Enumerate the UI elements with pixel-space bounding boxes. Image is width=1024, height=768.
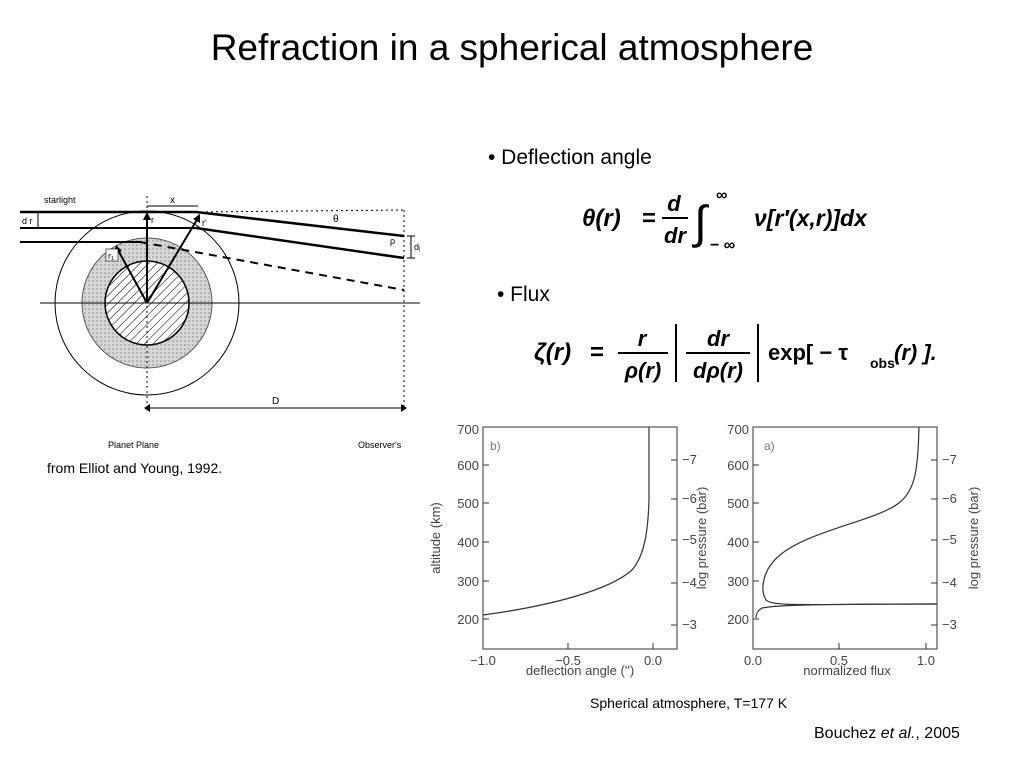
normalized-flux-plot: 200 300 400 500 600 700 −7 −6 −5 −4 −3 0…: [727, 422, 981, 678]
right-plot-frame: [752, 426, 938, 650]
planet-plane-label: Planet Plane: [108, 440, 159, 450]
citation-year: , 2005: [915, 725, 960, 742]
right-xtick-05: 0.5: [830, 653, 848, 668]
r-prime-label: r': [202, 218, 207, 228]
citation: Bouchez et al., 2005: [814, 724, 960, 744]
left-ytick-700: 700: [457, 422, 479, 437]
eq2-equals: =: [590, 339, 604, 366]
dr-label: d r: [22, 216, 33, 226]
radius-r-prime-arrowhead: [193, 214, 200, 223]
left-xtick-0: 0.0: [644, 653, 662, 668]
left-y2tick-m7: −7: [682, 452, 697, 467]
right-y2tick-m7: −7: [942, 452, 957, 467]
r-label: r: [151, 215, 154, 225]
right-ytick-400: 400: [727, 535, 749, 550]
right-ytick-600: 600: [727, 458, 749, 473]
right-y2tick-m6: −6: [942, 491, 957, 506]
citation-authors: Bouchez: [814, 725, 881, 742]
left-ytick-400: 400: [457, 535, 479, 550]
deflection-angle-plot: 200 300 400 500 600 700 −7 −6 −5 −4 −3 −…: [428, 422, 709, 678]
deflected-ray-dashed: [139, 241, 405, 291]
right-xlabel: normalized flux: [803, 663, 891, 678]
left-xlabel: deflection angle (''): [526, 663, 634, 678]
eq1-equals: =: [642, 205, 656, 232]
slide-title: Refraction in a spherical atmosphere: [210, 27, 814, 68]
eq1-integrand: ν[r′(x,r)]dx: [754, 205, 868, 231]
left-ytick-200: 200: [457, 612, 479, 627]
eq2-numerator-1: r: [638, 326, 648, 351]
right-xtick-0: 0.0: [744, 653, 762, 668]
theta-label: θ: [333, 214, 339, 225]
eq2-denominator-1: ρ(r): [624, 358, 662, 383]
deflection-curve: [482, 427, 650, 616]
right-y2tick-m4: −4: [942, 575, 957, 590]
eq2-lhs: ζ(r): [534, 339, 571, 366]
drho-label: dρ: [414, 242, 420, 252]
right-ytick-200: 200: [727, 612, 749, 627]
right-y2tick-m5: −5: [942, 532, 957, 547]
eq1-lhs: θ(r): [582, 205, 621, 232]
left-y2tick-m4: −4: [682, 575, 697, 590]
left-ytick-500: 500: [457, 496, 479, 511]
eq2-tail: (r) ].: [894, 340, 937, 365]
starlight-label: starlight: [44, 195, 76, 205]
undeflected-dotted-ray: [195, 209, 405, 213]
left-ytick-600: 600: [457, 458, 479, 473]
left-ytick-300: 300: [457, 574, 479, 589]
left-ylabel: altitude (km): [428, 502, 443, 574]
rho-label: ρ: [390, 236, 395, 246]
deflection-angle-equation: θ(r) = d dr ∫ ∞ − ∞ ν[r′(x,r)]dx: [582, 187, 868, 252]
left-y2tick-m5: −5: [682, 532, 697, 547]
left-xtick-m05: −0.5: [555, 653, 581, 668]
left-plot-frame: [482, 426, 678, 650]
eq1-numerator: d: [667, 191, 681, 216]
left-xtick-m1: −1.0: [470, 653, 496, 668]
flux-curve-lower: [755, 603, 938, 619]
radius-r-prime: [146, 217, 199, 304]
radius-r-arrowhead: [143, 212, 151, 220]
bullet-deflection-angle: • Deflection angle: [488, 146, 652, 169]
left-panel-label: b): [490, 439, 501, 453]
radius-r1: [117, 249, 148, 304]
integral-sign: ∫: [691, 196, 709, 248]
distance-D-label: D: [272, 396, 279, 407]
right-ytick-500: 500: [727, 496, 749, 511]
eq2-subscript: obs: [870, 355, 895, 371]
eq1-lower-limit: − ∞: [710, 237, 735, 252]
right-ytick-700: 700: [727, 422, 749, 437]
flux-equation: ζ(r) = r ρ(r) dr dρ(r) exp[ − τ obs (r) …: [534, 324, 937, 383]
refraction-geometry-diagram: x d r x dρ D starlight r r' θ ρ r₁ Plane…: [20, 195, 420, 450]
right-y2tick-m3: −3: [942, 617, 957, 632]
left-y2tick-m6: −6: [682, 491, 697, 506]
eq1-upper-limit: ∞: [716, 187, 727, 204]
eq2-numerator-2: dr: [707, 326, 730, 351]
deflected-ray-1: [195, 210, 405, 238]
left-y2label: log pressure (bar): [694, 487, 709, 590]
left-y2tick-m3: −3: [682, 617, 697, 632]
right-ytick-300: 300: [727, 574, 749, 589]
diagram-credit: from Elliot and Young, 1992.: [47, 460, 223, 476]
deflected-ray-2: [195, 226, 405, 260]
flux-curve-upper: [762, 426, 938, 606]
eq2-denominator-2: dρ(r): [693, 358, 743, 383]
plots-caption: Spherical atmosphere, T=177 K: [590, 695, 788, 711]
observer-plane-label: Observer's: [358, 440, 402, 450]
x-top-label: x: [170, 195, 175, 206]
right-panel-label: a): [764, 439, 775, 453]
eq1-denominator: dr: [664, 223, 687, 248]
bullet-flux: • Flux: [497, 283, 550, 306]
right-xtick-1: 1.0: [917, 653, 935, 668]
right-y2label: log pressure (bar): [966, 487, 981, 590]
r1-label: r₁: [108, 251, 114, 261]
eq2-exp: exp[ − τ: [768, 340, 848, 365]
citation-et-al: et al.: [880, 725, 916, 742]
